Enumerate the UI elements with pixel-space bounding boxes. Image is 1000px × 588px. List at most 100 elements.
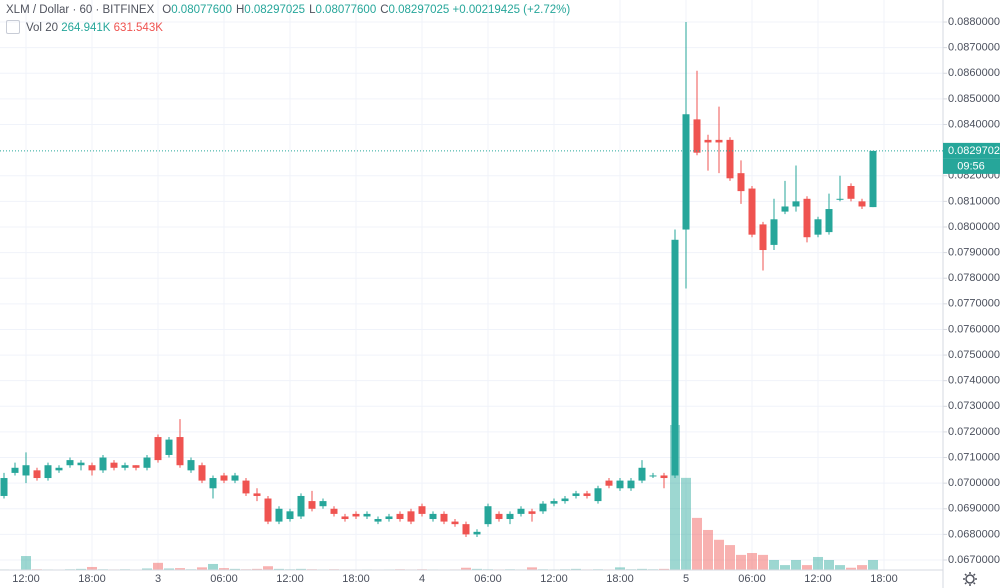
- ohlc-key: O: [162, 4, 172, 16]
- volume-bar: [263, 566, 273, 570]
- volume-bar: [780, 565, 790, 570]
- volume-bar: [802, 565, 812, 570]
- candle: [561, 495, 569, 504]
- candle: [165, 437, 173, 458]
- collapse-button[interactable]: [6, 19, 20, 34]
- volume-bar: [714, 539, 724, 570]
- symbol[interactable]: XLM / Dollar · 60 · BITFINEX: [6, 4, 155, 16]
- candle: [66, 457, 74, 468]
- candle: [616, 478, 624, 491]
- x-tick-label: 12:00: [804, 573, 832, 585]
- volume-bar: [791, 559, 801, 570]
- candle-body: [264, 498, 272, 522]
- candle-body: [110, 462, 118, 468]
- candle: [143, 454, 151, 471]
- candle-body: [374, 519, 382, 522]
- candle: [550, 498, 558, 507]
- candle: [121, 462, 129, 471]
- volume-bar: [659, 568, 669, 570]
- candle: [693, 70, 701, 156]
- candle: [275, 506, 283, 525]
- volume-bar: [857, 565, 867, 570]
- ohlc-value: 0.08297025: [388, 4, 450, 16]
- candle-body: [693, 119, 701, 153]
- ohlc-key: C: [380, 4, 389, 16]
- candle-body: [473, 531, 481, 535]
- x-tick-label: 18:00: [606, 573, 634, 585]
- candle: [209, 475, 217, 499]
- candle: [187, 457, 195, 473]
- candle: [363, 511, 371, 520]
- countdown-label: 09:56: [957, 160, 985, 172]
- volume-bar: [670, 425, 680, 570]
- candle-body: [858, 201, 866, 207]
- change: +0.00219425 (+2.72%): [452, 4, 571, 16]
- candle: [99, 454, 107, 473]
- volume-average: 631.543K: [113, 22, 163, 34]
- candle: [704, 134, 712, 171]
- volume-name: Vol: [26, 22, 42, 34]
- candle: [605, 478, 613, 489]
- candle-body: [616, 480, 624, 489]
- settings-icon[interactable]: [963, 572, 977, 586]
- candle-body: [484, 506, 492, 525]
- candle: [836, 175, 844, 202]
- candle-body: [869, 150, 877, 208]
- candle: [407, 508, 415, 525]
- candle-body: [0, 478, 8, 496]
- candle: [682, 22, 690, 289]
- volume-length: 20: [45, 22, 58, 34]
- candle-body: [396, 513, 404, 520]
- volume-value: 264.941K: [61, 22, 111, 34]
- candle: [726, 137, 734, 181]
- candle-body: [638, 467, 646, 481]
- candle-body: [814, 219, 822, 235]
- candle: [22, 452, 30, 484]
- y-tick-label: 0.08800000: [948, 16, 1000, 28]
- volume-bar: [868, 559, 878, 570]
- candle-body: [737, 173, 745, 192]
- candle-body: [143, 457, 151, 468]
- volume-bar: [472, 568, 482, 570]
- volume-bar: [461, 567, 471, 570]
- candle: [286, 508, 294, 522]
- candle: [715, 106, 723, 174]
- x-tick-label: 18:00: [870, 573, 898, 585]
- candle-body: [209, 478, 217, 489]
- candle: [506, 511, 514, 525]
- candle-body: [363, 513, 371, 517]
- candle: [748, 185, 756, 238]
- candle-body: [803, 198, 811, 238]
- candle: [55, 465, 63, 473]
- candle: [825, 193, 833, 235]
- candle-body: [407, 511, 415, 522]
- volume-bar: [197, 567, 207, 570]
- candle: [484, 503, 492, 527]
- candle: [495, 511, 503, 522]
- volume-bar: [846, 567, 856, 570]
- candle: [858, 198, 866, 210]
- ohlc-key: L: [309, 4, 316, 16]
- candle-body: [99, 457, 107, 471]
- volume-bar: [637, 568, 647, 570]
- volume-bar: [681, 477, 691, 570]
- candle: [572, 490, 580, 499]
- candle-body: [726, 139, 734, 179]
- candle-body: [297, 495, 305, 517]
- candle: [671, 229, 679, 479]
- ohlc-value: 0.08077600: [171, 4, 232, 16]
- candle: [781, 180, 789, 215]
- candle: [396, 511, 404, 522]
- candle: [330, 506, 338, 517]
- volume-bar: [747, 553, 757, 570]
- candle-body: [517, 508, 525, 514]
- candle: [231, 472, 239, 484]
- candle-body: [748, 188, 756, 235]
